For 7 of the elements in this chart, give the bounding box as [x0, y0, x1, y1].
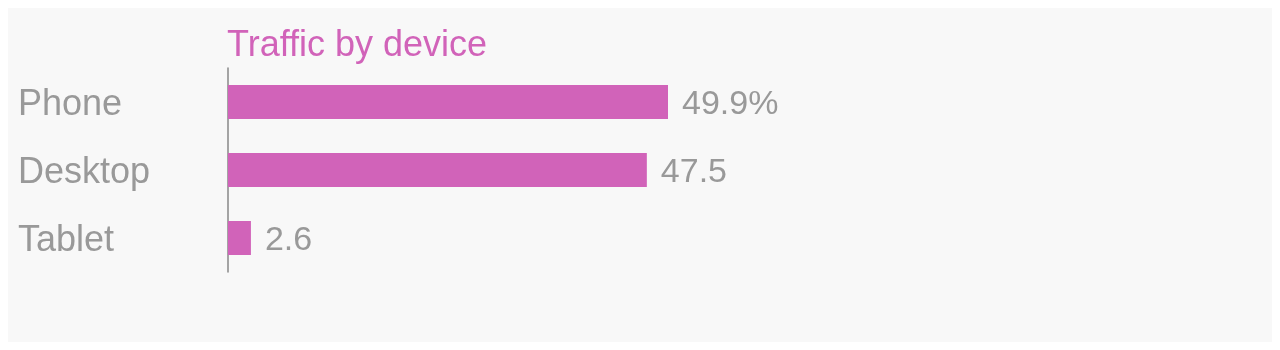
y-tick-label: Phone — [18, 81, 123, 123]
data-label: 49.9% — [682, 83, 779, 121]
data-label: 2.6 — [264, 219, 313, 257]
data-label: 47.5 — [660, 151, 728, 189]
y-tick-label: Tablet — [18, 217, 115, 259]
y-tick-label: Desktop — [18, 149, 151, 191]
chart-title: Traffic by device — [227, 22, 488, 64]
